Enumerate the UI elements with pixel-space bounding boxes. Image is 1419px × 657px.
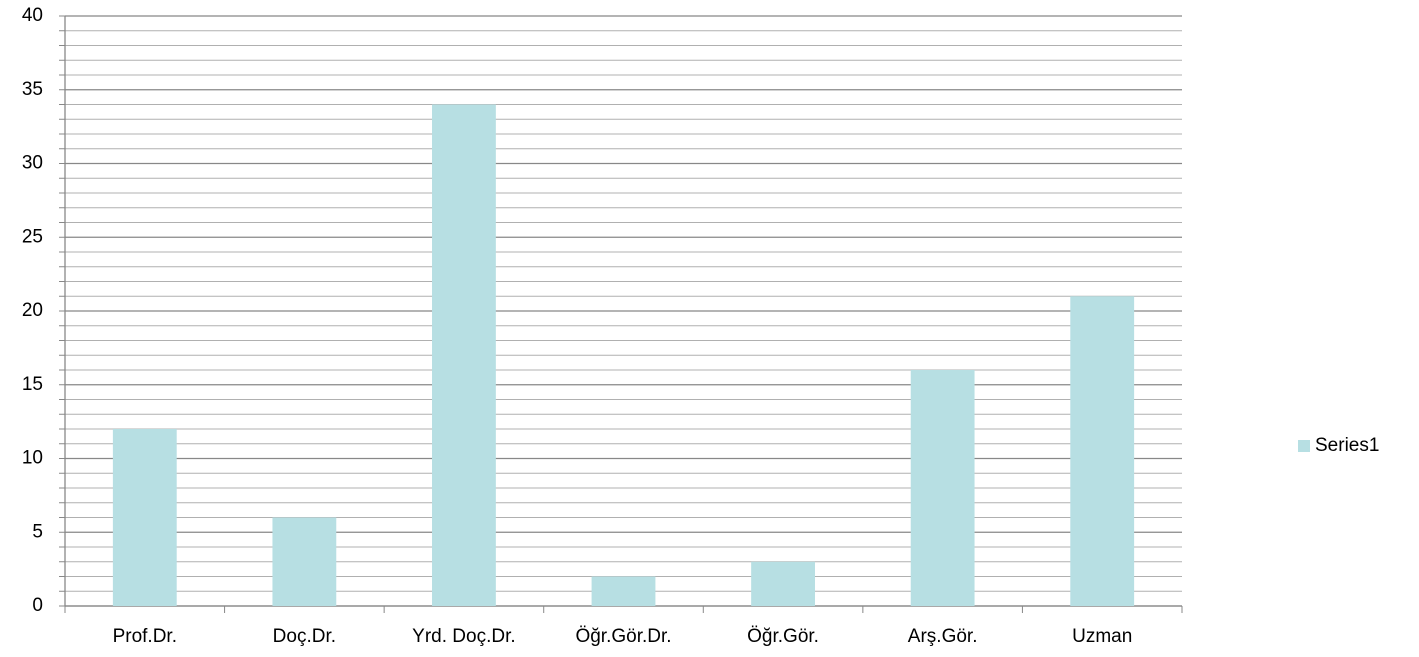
y-tick-label: 10 bbox=[22, 448, 43, 469]
y-tick-label: 20 bbox=[22, 300, 43, 321]
bar bbox=[1070, 296, 1135, 606]
y-tick-label: 35 bbox=[22, 79, 43, 100]
bar bbox=[591, 576, 656, 606]
y-tick-label: 40 bbox=[22, 5, 43, 26]
x-tick-label: Doç.Dr. bbox=[273, 626, 336, 647]
bar bbox=[112, 429, 177, 606]
bar bbox=[751, 561, 815, 606]
x-tick-label: Uzman bbox=[1072, 626, 1132, 647]
y-tick-label: 5 bbox=[32, 521, 43, 542]
bar bbox=[432, 104, 496, 606]
x-tick-label: Yrd. Doç.Dr. bbox=[412, 626, 515, 647]
x-tick-label: Öğr.Gör. bbox=[747, 626, 819, 647]
x-tick-label: Arş.Gör. bbox=[908, 626, 978, 647]
x-tick-label: Öğr.Gör.Dr. bbox=[575, 626, 671, 647]
y-tick-label: 15 bbox=[22, 374, 43, 395]
bar bbox=[272, 517, 337, 606]
legend-label: Series1 bbox=[1315, 435, 1379, 456]
x-tick-label: Prof.Dr. bbox=[113, 626, 177, 647]
y-tick-label: 0 bbox=[32, 595, 43, 616]
legend-swatch bbox=[1298, 440, 1310, 452]
bar bbox=[910, 370, 975, 606]
y-tick-label: 30 bbox=[22, 153, 43, 174]
y-tick-label: 25 bbox=[22, 226, 43, 247]
